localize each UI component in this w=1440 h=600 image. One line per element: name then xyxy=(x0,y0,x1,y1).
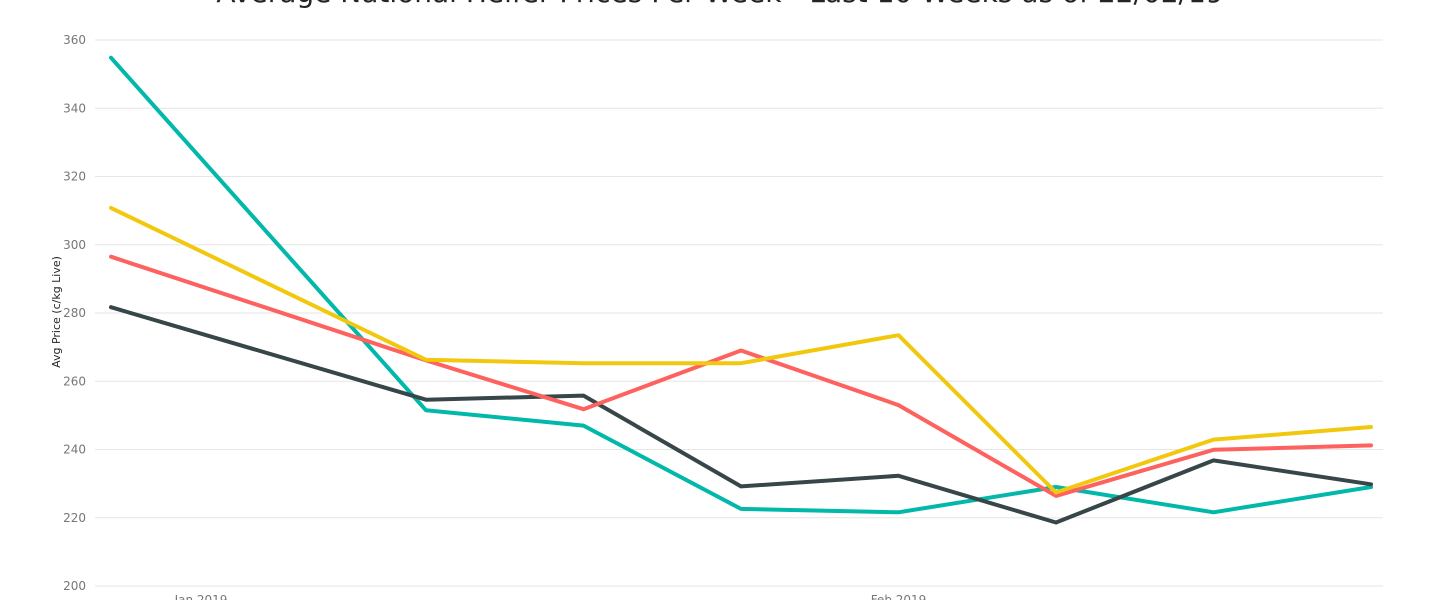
y-tick-label: 280 xyxy=(63,306,86,320)
y-tick-label: 220 xyxy=(63,511,86,525)
x-tick-label: Feb 2019 xyxy=(871,593,927,600)
chart-title: Average National Heifer Prices Per Week … xyxy=(216,0,1223,9)
y-tick-label: 320 xyxy=(63,170,86,184)
gridlines xyxy=(95,39,1383,587)
x-tick-label: Jan 2019 xyxy=(174,593,228,600)
y-tick-label: 300 xyxy=(63,238,86,252)
y-tick-label: 340 xyxy=(63,101,86,115)
y-tick-label: 260 xyxy=(63,374,86,388)
series-line-4 xyxy=(109,205,1373,495)
y-tick-label: 240 xyxy=(63,443,86,457)
y-axis-ticks: 200 220 240 260 280 300 320 340 360 xyxy=(63,33,86,593)
series-line-3 xyxy=(109,254,1373,498)
series-lines xyxy=(109,55,1373,525)
y-tick-label: 360 xyxy=(63,33,86,47)
x-axis-ticks: Jan 2019 Feb 2019 xyxy=(174,593,927,600)
series-line-1 xyxy=(109,55,1373,515)
series-line-2 xyxy=(109,305,1373,525)
y-tick-label: 200 xyxy=(63,579,86,593)
y-axis-label: Avg Price (c/kg Live) xyxy=(50,256,63,368)
